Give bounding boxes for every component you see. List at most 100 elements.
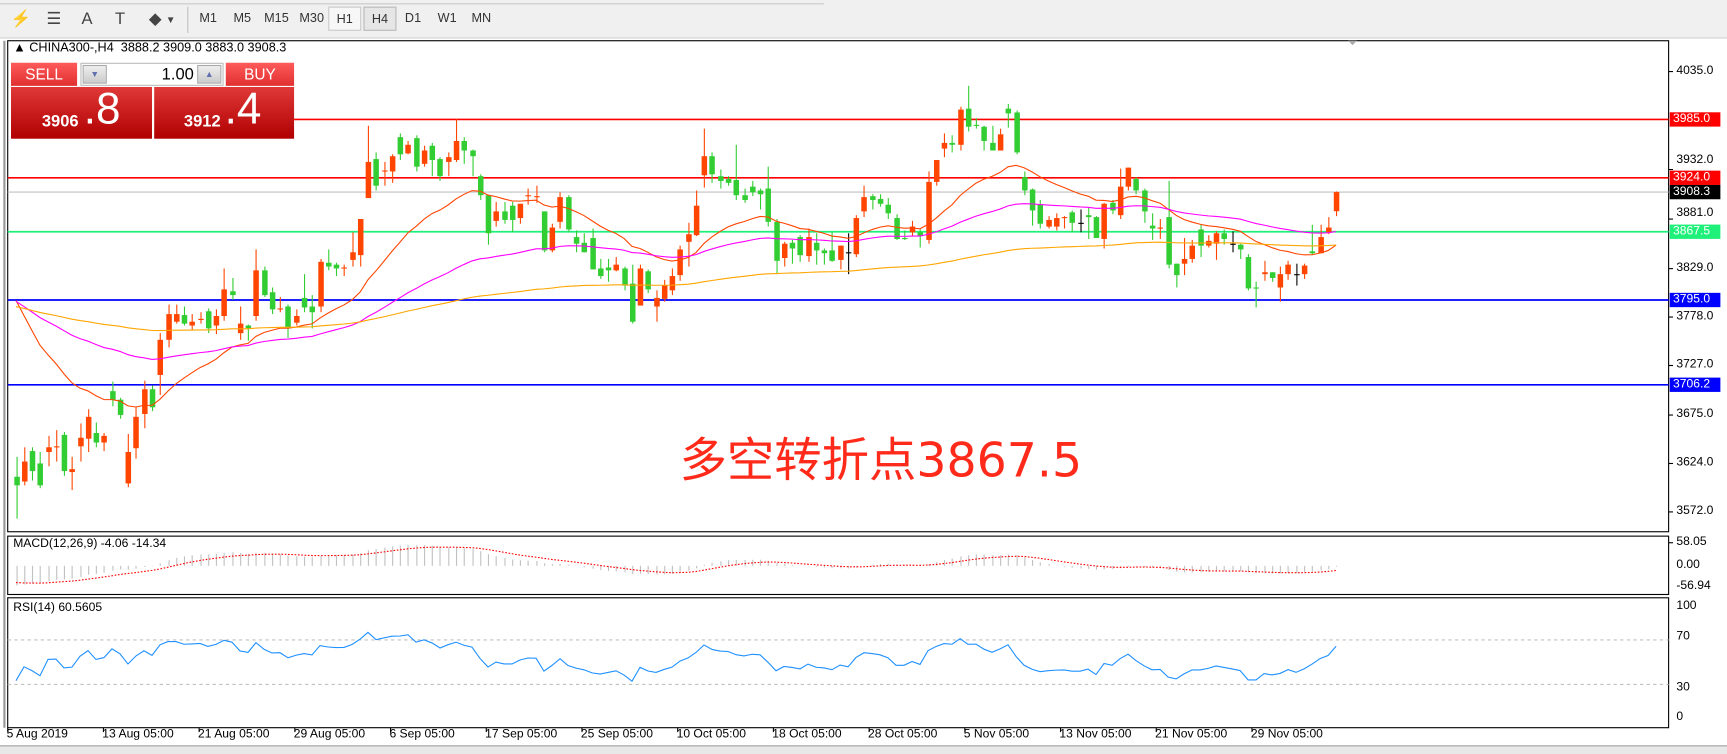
candle-body <box>1125 167 1132 187</box>
chart-shift-marker-icon <box>1348 40 1357 46</box>
timeframe-w1[interactable]: W1 <box>437 12 457 26</box>
candle-body <box>125 452 132 484</box>
buy-button[interactable]: BUY <box>225 62 295 86</box>
candle-body <box>622 268 628 286</box>
candle-body <box>813 242 820 251</box>
buy-price-big: .4 <box>224 84 262 134</box>
candle-body <box>382 170 388 172</box>
candle-body <box>253 270 259 317</box>
candle-body <box>789 242 796 249</box>
candle-body <box>1189 245 1196 259</box>
candle-body <box>181 315 188 324</box>
candle-body <box>750 186 756 193</box>
candle-body <box>573 237 580 244</box>
candle-body <box>269 292 276 310</box>
candle-body <box>517 203 524 219</box>
candle-body <box>677 249 683 276</box>
timeframe-m30[interactable]: M30 <box>299 12 325 26</box>
candle-body <box>605 267 612 271</box>
timeframe-h1[interactable]: H1 <box>328 6 362 31</box>
candle-body <box>85 416 92 439</box>
candle-body <box>557 197 563 222</box>
rsi-axis-label: 100 <box>1676 598 1697 613</box>
lot-increase-icon[interactable]: ▲ <box>197 64 222 84</box>
date-axis-label: 18 Oct 05:00 <box>772 727 842 741</box>
candle-body <box>965 108 972 127</box>
chevron-down-icon[interactable]: ▼ <box>165 14 176 26</box>
buy-price-button[interactable]: 3912 .4 <box>154 84 295 139</box>
timeframe-h4[interactable]: H4 <box>363 6 397 31</box>
candle-body <box>326 262 332 267</box>
toolbar: ⚡ ☰ A T ◆ ▼ M1 M5 M15 M30 H1 H4 D1 W1 MN <box>0 0 1727 39</box>
candle-body <box>941 142 948 149</box>
candle-body <box>29 451 36 472</box>
lot-value[interactable]: 1.00 <box>161 64 194 84</box>
candle-body <box>598 268 604 277</box>
candle-body <box>1061 217 1068 219</box>
candle-body <box>525 195 531 197</box>
chart-tabs-bar[interactable] <box>0 745 1727 754</box>
candle-body <box>909 226 916 233</box>
sell-button[interactable]: SELL <box>11 62 78 86</box>
candle-body <box>101 435 107 443</box>
candle-body <box>414 138 420 167</box>
candle-body <box>806 237 812 257</box>
candle-body <box>357 218 364 256</box>
fibonacci-icon[interactable]: ☰ <box>46 9 62 29</box>
candle-body <box>309 306 316 313</box>
timeframe-m15[interactable]: M15 <box>264 12 289 26</box>
candle-body <box>117 399 124 415</box>
candle-body <box>14 476 20 486</box>
sell-price-button[interactable]: 3906 .8 <box>11 85 152 139</box>
candle-body <box>821 250 828 254</box>
candle-body <box>566 197 572 230</box>
candle-body <box>1005 108 1012 114</box>
timeframe-mn[interactable]: MN <box>471 12 492 26</box>
candle-body <box>661 285 668 299</box>
candle-body <box>885 204 892 214</box>
candle-body <box>733 179 740 196</box>
candle-body <box>654 297 660 307</box>
macd-axis-label: -56.94 <box>1676 579 1711 593</box>
candle-body <box>1237 244 1244 250</box>
date-axis-label: 21 Aug 05:00 <box>198 727 270 741</box>
candle-body <box>478 176 484 196</box>
timeframe-m5[interactable]: M5 <box>233 12 252 26</box>
candle-body <box>69 469 75 473</box>
candle-body <box>46 447 52 453</box>
arrows-icon[interactable]: ◆ <box>148 9 162 29</box>
price-axis-label: 3881.0 <box>1676 205 1714 220</box>
candle-body <box>1309 251 1316 254</box>
candle-body <box>509 205 516 220</box>
lot-decrease-icon[interactable]: ▼ <box>82 64 107 84</box>
candle-body <box>262 270 268 296</box>
candle-body <box>1157 227 1164 229</box>
candles <box>14 85 1340 519</box>
lot-size-field[interactable]: ▼ 1.00 ▲ <box>80 62 224 86</box>
text-label-icon[interactable]: T <box>114 9 126 29</box>
date-axis-label: 10 Oct 05:00 <box>676 727 746 741</box>
candle-body <box>981 126 987 141</box>
candle-body <box>861 197 867 212</box>
candle-body <box>1221 233 1227 239</box>
timeframe-d1[interactable]: D1 <box>404 12 422 26</box>
candle-body <box>301 297 308 308</box>
text-icon[interactable]: A <box>81 9 93 29</box>
candle-body <box>933 160 940 182</box>
candle-body <box>1037 204 1044 224</box>
candle-body <box>725 179 732 183</box>
rsi-line <box>15 631 1337 682</box>
candle-body <box>53 446 60 448</box>
collapse-triangle-icon[interactable]: ▲ <box>13 41 30 56</box>
price-axis-label: 3932.0 <box>1676 153 1714 167</box>
candle-body <box>590 238 596 270</box>
candle-body <box>902 238 908 240</box>
candle-body <box>1093 217 1100 239</box>
candle-body <box>757 190 764 195</box>
elliott-wave-icon[interactable]: ⚡ <box>10 9 32 29</box>
candle-body <box>1149 225 1156 229</box>
timeframe-m1[interactable]: M1 <box>199 12 217 26</box>
candle-body <box>429 145 436 161</box>
